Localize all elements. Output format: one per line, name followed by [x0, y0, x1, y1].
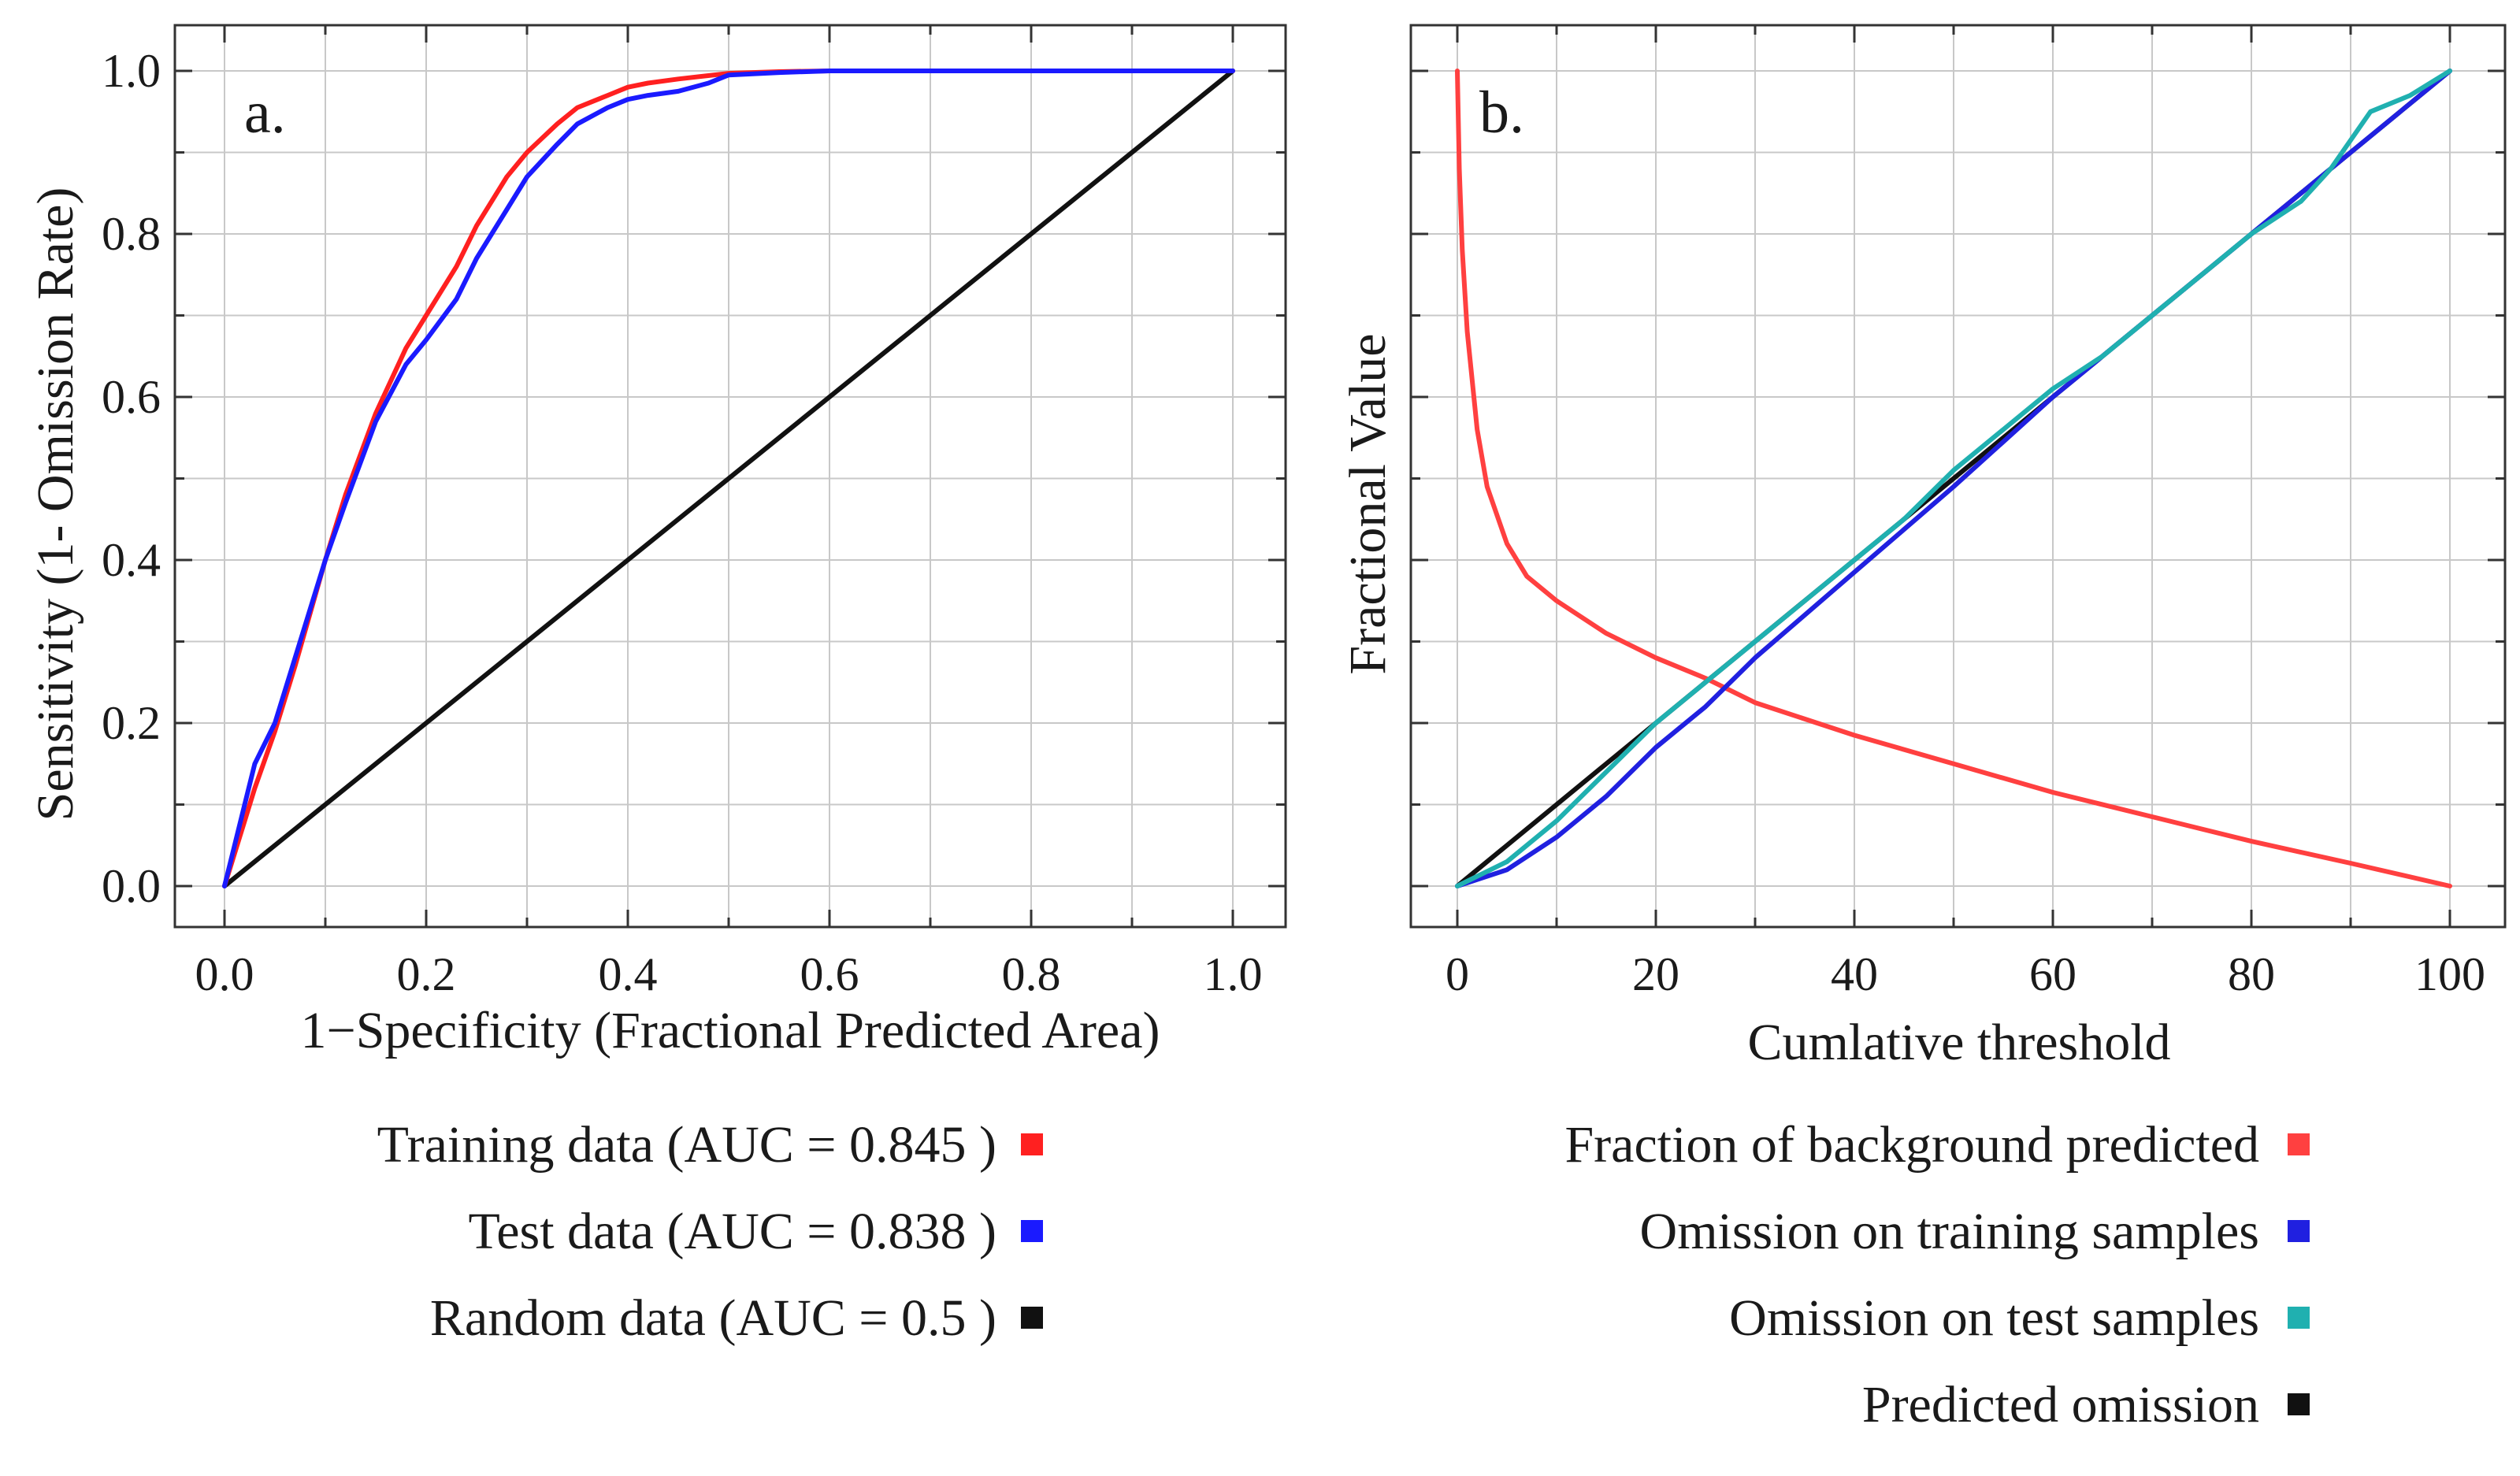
panel-b-x-axis-title: Cumlative threshold [1747, 1014, 2170, 1071]
series-line-random-data [222, 69, 1235, 888]
series-line-omission-on-test-samples [1455, 69, 2452, 888]
x-tick-label: 0.0 [195, 948, 254, 1000]
legend-swatch-predicted-omission [2288, 1393, 2310, 1415]
y-tick-label: 0.6 [102, 371, 161, 423]
x-tick-label: 1.0 [1204, 948, 1263, 1000]
panel-a-legend: Training data (AUC = 0.845 ) Test data (A… [377, 1116, 1043, 1347]
x-tick-label: 100 [2414, 948, 2485, 1000]
panel-b-series [1455, 69, 2452, 888]
legend-label-test-data: Test data (AUC = 0.838 ) [469, 1203, 996, 1260]
legend-swatch-omission-on-training-samples [2288, 1220, 2310, 1242]
panel-a-y-axis-title: Sensitivity (1- Omission Rate) [27, 187, 84, 821]
x-tick-label: 0 [1446, 948, 1469, 1000]
panel-b-threshold-chart: 0 20 40 60 80 100 b. Cumlative threshold Frac… [1339, 24, 2507, 1071]
y-tick-label: 0.8 [102, 208, 161, 260]
y-tick-label: 1.0 [102, 45, 161, 97]
legend-label-predicted-omission: Predicted omission [1862, 1376, 2259, 1433]
panel-a-label: a. [244, 80, 286, 146]
x-tick-label: 20 [1632, 948, 1679, 1000]
legend-label-training-data: Training data (AUC = 0.845 ) [377, 1116, 996, 1174]
panel-a-ticks: 0.0 0.2 0.4 0.6 0.8 1.0 0.0 0.2 0.4 0.6 0.8 1.0 [102, 25, 1286, 1000]
legend-swatch-omission-on-test-samples [2288, 1307, 2310, 1329]
y-tick-label: 0.2 [102, 697, 161, 749]
legend-swatch-random-data [1021, 1307, 1043, 1329]
legend-swatch-fraction-of-background-predicted [2288, 1133, 2310, 1155]
legend-label-random-data: Random data (AUC = 0.5 ) [430, 1289, 996, 1347]
legend-label-fraction-of-background-predicted: Fraction of background predicted [1564, 1116, 2259, 1174]
y-tick-label: 0.0 [102, 860, 161, 912]
legend-swatch-training-data [1021, 1133, 1043, 1155]
panel-a-frame [173, 24, 1287, 929]
panel-b-y-axis-title: Fractional Value [1339, 333, 1397, 674]
x-tick-label: 0.8 [1002, 948, 1061, 1000]
panel-b-frame [1409, 24, 2507, 929]
x-tick-label: 40 [1831, 948, 1878, 1000]
y-tick-label: 0.4 [102, 534, 161, 586]
x-tick-label: 0.4 [599, 948, 658, 1000]
legend-label-omission-on-test-samples: Omission on test samples [1729, 1289, 2259, 1347]
legend-label-omission-on-training-samples: Omission on training samples [1640, 1203, 2259, 1260]
panel-a-roc-chart: 0.0 0.2 0.4 0.6 0.8 1.00.00.20.40.60.81.0 a. … [27, 24, 1287, 1059]
panel-b-legend: Fraction of background predicted Omission… [1564, 1116, 2310, 1433]
panel-b-ticks: 0 20 40 60 80 100 [1411, 25, 2505, 1000]
series-line-fraction-of-background-predicted [1455, 69, 2452, 888]
panel-b-label: b. [1479, 80, 1524, 146]
x-tick-label: 60 [2029, 948, 2076, 1000]
panel-a-x-axis-title: 1−Specificity (Fractional Predicted Area… [301, 1002, 1160, 1059]
series-line-test-data [222, 69, 1235, 888]
legend-swatch-test-data [1021, 1220, 1043, 1242]
x-tick-label: 0.2 [397, 948, 456, 1000]
x-tick-label: 80 [2228, 948, 2275, 1000]
x-tick-label: 0.6 [800, 948, 859, 1000]
panel-a-series [222, 69, 1235, 888]
